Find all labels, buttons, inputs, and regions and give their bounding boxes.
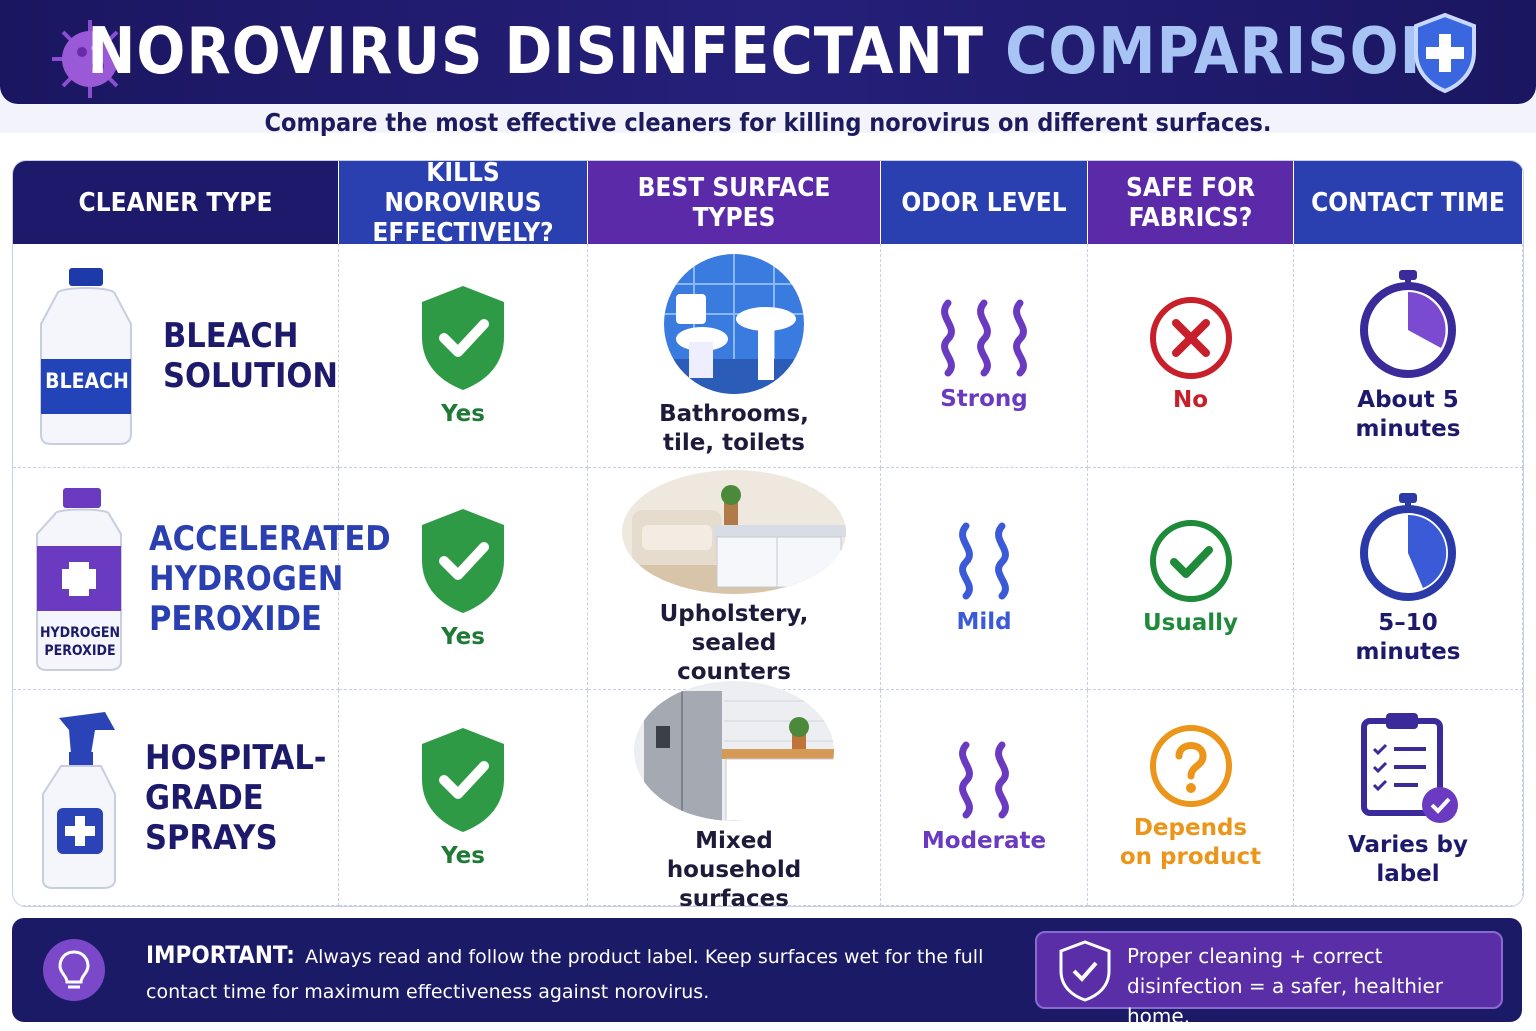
table-cell: BLEACH BLEACH SOLUTION (13, 244, 339, 468)
odor-icon-svg (941, 299, 1027, 377)
shield-check-svg (422, 286, 504, 390)
callout-shield (1059, 940, 1111, 1002)
table-cell: 5–10 minutes (1294, 468, 1523, 690)
bottle: BLEACH (35, 264, 139, 448)
shield-check (418, 282, 508, 394)
column-header: KILLS NOROVIRUS EFFECTIVELY? (339, 161, 588, 248)
column-header: CLEANER TYPE (13, 161, 339, 244)
comparison-table: CLEANER TYPE KILLS NOROVIRUS EFFECTIVELY?… (12, 160, 1524, 907)
callout: Proper cleaning + correct disinfection =… (1035, 931, 1503, 1028)
cell-text: 5–10 minutes (1355, 609, 1461, 665)
contact-icon (1356, 707, 1460, 825)
shield-check-svg (422, 728, 504, 832)
table-cell: Varies by label (1294, 690, 1523, 906)
cleaner-name: ACCELERATED HYDROGEN PEROXIDE (149, 518, 391, 639)
fabric-icon-svg (1149, 297, 1232, 379)
surface-image (654, 253, 814, 394)
cell-text: About 5 minutes (1355, 386, 1461, 442)
table-cell: Mixed household surfaces (588, 681, 881, 907)
shield-check (418, 724, 508, 836)
column-header: CONTACT TIME (1294, 161, 1523, 244)
table-cell: No (1088, 244, 1294, 468)
column-header: SAFE FOR FABRICS? (1088, 161, 1294, 244)
contact-icon-svg (1360, 269, 1456, 378)
bottle-label: BLEACH (45, 368, 129, 393)
virus-icon (52, 20, 128, 98)
fabric-icon-svg (1149, 724, 1232, 807)
cell-text: Upholstery, sealed counters (659, 601, 809, 685)
shield-check (418, 505, 508, 617)
contact-icon (1357, 268, 1459, 380)
bottle: HYDROGEN PEROXIDE (35, 484, 125, 674)
fabric-icon (1149, 519, 1233, 603)
subtitle: Compare the most effective cleaners for … (264, 108, 1272, 137)
surface-image-svg (664, 253, 804, 394)
table-cell: Yes (339, 244, 588, 468)
table-cell: Mild (881, 468, 1088, 690)
title: NOROVIRUS DISINFECTANT COMPARISON (0, 8, 1536, 96)
column-header: ODOR LEVEL (881, 161, 1088, 244)
column-header: BEST SURFACE TYPES (588, 161, 881, 244)
fabric-icon (1149, 724, 1233, 808)
cell-text: Depends on product (1119, 814, 1262, 870)
odor-icon (939, 297, 1029, 379)
odor-icon-svg (959, 522, 1009, 600)
surface-image-svg (622, 470, 846, 594)
cell-text: Mild (956, 609, 1012, 635)
odor-icon (939, 520, 1029, 602)
cell-text: Moderate (921, 828, 1047, 854)
shield-check-svg (422, 509, 504, 613)
odor-icon (939, 739, 1029, 821)
bottle-svg (42, 711, 116, 889)
cell-text: Yes (441, 843, 485, 869)
surface-image (634, 681, 834, 821)
footer-text: Always read and follow the product label… (146, 946, 984, 1003)
table-cell: Yes (339, 690, 588, 906)
bottle-svg (36, 487, 122, 671)
cell-text: Varies by label (1347, 831, 1469, 887)
title-accent: COMPARISON (1005, 15, 1449, 89)
contact-icon-svg (1361, 712, 1458, 823)
bottle-svg (40, 267, 132, 445)
table-cell: Upholstery, sealed counters (588, 468, 881, 690)
callout-text: Proper cleaning + correct disinfection =… (1127, 944, 1443, 1028)
cell-text: Yes (441, 624, 485, 650)
cleaner-name: BLEACH SOLUTION (163, 315, 338, 396)
fabric-icon-svg (1149, 520, 1232, 602)
table-cell: HYDROGEN PEROXIDE ACCELERATED HYDROGEN PE… (13, 468, 391, 690)
table-cell: Yes (339, 468, 588, 690)
table-cell: Usually (1088, 468, 1294, 690)
shield-icon (1414, 12, 1476, 94)
table-cell: Strong (881, 244, 1088, 468)
contact-icon (1357, 491, 1459, 603)
bottle-label: HYDROGEN PEROXIDE (39, 624, 120, 659)
table-cell: HOSPITAL-GRADE SPRAYS (13, 690, 339, 906)
cell-text: Bathrooms, tile, toilets (659, 400, 809, 456)
footer-label: IMPORTANT: (146, 941, 295, 969)
contact-icon-svg (1360, 492, 1456, 601)
fabric-icon (1149, 296, 1233, 380)
cell-text: Mixed household surfaces (666, 828, 802, 907)
cleaner-name: HOSPITAL-GRADE SPRAYS (145, 737, 327, 858)
header-band (0, 0, 1536, 104)
bulb-icon (43, 939, 105, 1001)
table-cell: About 5 minutes (1294, 244, 1523, 468)
table-cell: Bathrooms, tile, toilets (588, 244, 881, 468)
header: NOROVIRUS DISINFECTANT COMPARISON Compar… (0, 0, 1536, 137)
cell-text: Usually (1142, 610, 1239, 636)
table-cell: Moderate (881, 690, 1088, 906)
cell-text: Strong (940, 386, 1028, 412)
cell-text: No (1172, 387, 1209, 413)
bottle (35, 704, 121, 892)
title-main: NOROVIRUS DISINFECTANT (87, 15, 985, 89)
table-cell: Depends on product (1088, 690, 1294, 906)
surface-image-svg (634, 681, 834, 821)
surface-image (622, 470, 846, 594)
cell-text: Yes (441, 401, 485, 427)
odor-icon-svg (959, 741, 1009, 819)
footer-note: IMPORTANT: Always read and follow the pr… (146, 938, 1026, 1010)
